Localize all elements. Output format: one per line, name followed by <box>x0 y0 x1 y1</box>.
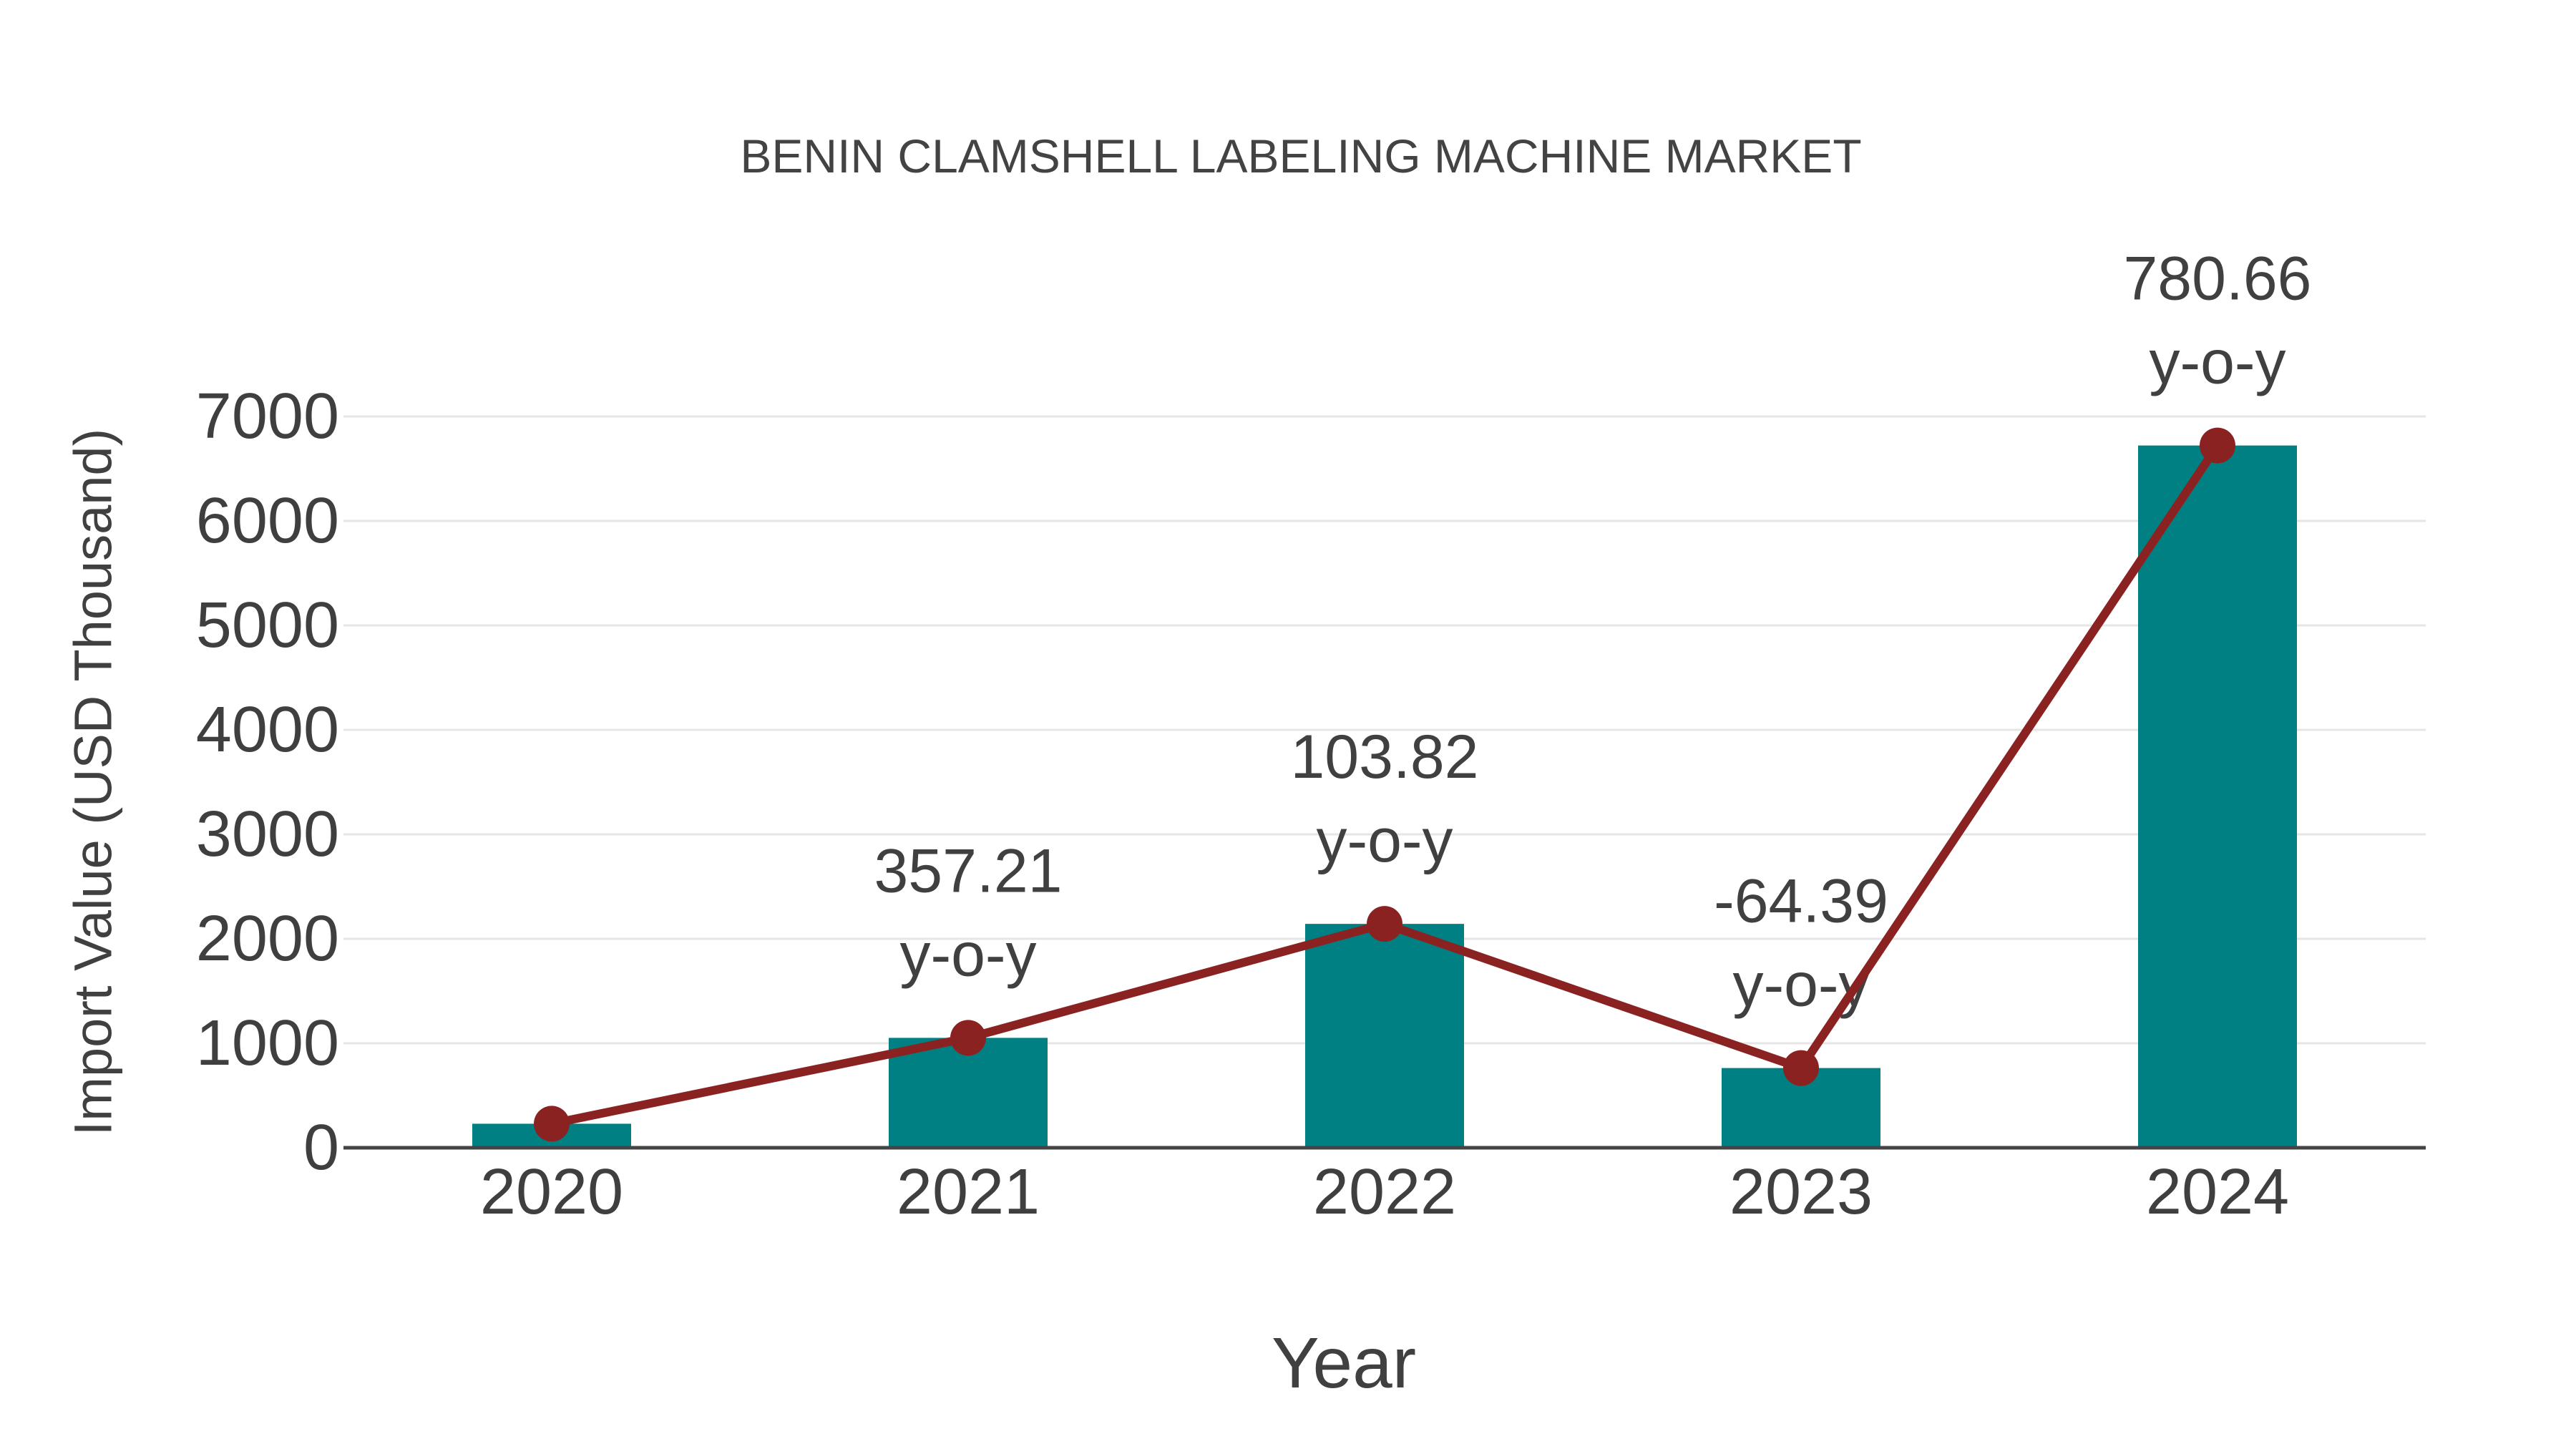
line-marker-2024 <box>2200 427 2235 464</box>
y-tick-label: 6000 <box>196 485 339 557</box>
annotation-value: 357.21 <box>874 836 1062 905</box>
x-tick-label: 2021 <box>897 1156 1040 1228</box>
x-tick-label: 2022 <box>1313 1156 1456 1228</box>
line-series-layer <box>534 427 2235 1142</box>
x-tick-label: 2024 <box>2146 1156 2289 1228</box>
y-tick-label: 2000 <box>196 903 339 975</box>
annotation-unit: y-o-y <box>1732 951 1869 1020</box>
y-axis-title: Import Value (USD Thousand) <box>64 429 123 1136</box>
annotation-unit: y-o-y <box>899 920 1036 989</box>
y-tick-label: 4000 <box>196 694 339 766</box>
annotations-layer: 357.21 y-o-y 103.82 y-o-y -64.39 y-o-y 780.66 y… <box>874 245 2311 1020</box>
x-tick-label: 2023 <box>1729 1156 1873 1228</box>
gridlines-layer <box>343 415 2426 1045</box>
y-tick-label: 7000 <box>196 381 339 452</box>
tick-labels-layer: 0 1000 2000 3000 4000 5000 6000 7000 2020 2021 202… <box>196 381 2289 1228</box>
bars-layer <box>472 445 2297 1148</box>
annotation-value: 103.82 <box>1290 723 1478 791</box>
x-axis-title: Year <box>1272 1323 1416 1403</box>
line-marker-2020 <box>534 1106 570 1142</box>
line-marker-2023 <box>1783 1050 1819 1086</box>
bar-2022 <box>1305 924 1464 1148</box>
annotation-unit: y-o-y <box>1316 806 1453 875</box>
annotation-value: 780.66 <box>2123 245 2311 313</box>
bar-2021 <box>889 1038 1048 1148</box>
y-tick-label: 3000 <box>196 799 339 870</box>
y-tick-label: 0 <box>303 1112 339 1184</box>
annotation-unit: y-o-y <box>2149 328 2285 397</box>
line-marker-2022 <box>1367 906 1402 942</box>
chart-title: BENIN CLAMSHELL LABELING MACHINE MARKET <box>740 130 1861 182</box>
bar-2024 <box>2138 445 2297 1148</box>
y-tick-label: 1000 <box>196 1008 339 1079</box>
y-tick-label: 5000 <box>196 590 339 661</box>
annotation-value: -64.39 <box>1714 867 1888 936</box>
line-marker-2021 <box>950 1020 986 1056</box>
x-tick-label: 2020 <box>480 1156 623 1228</box>
